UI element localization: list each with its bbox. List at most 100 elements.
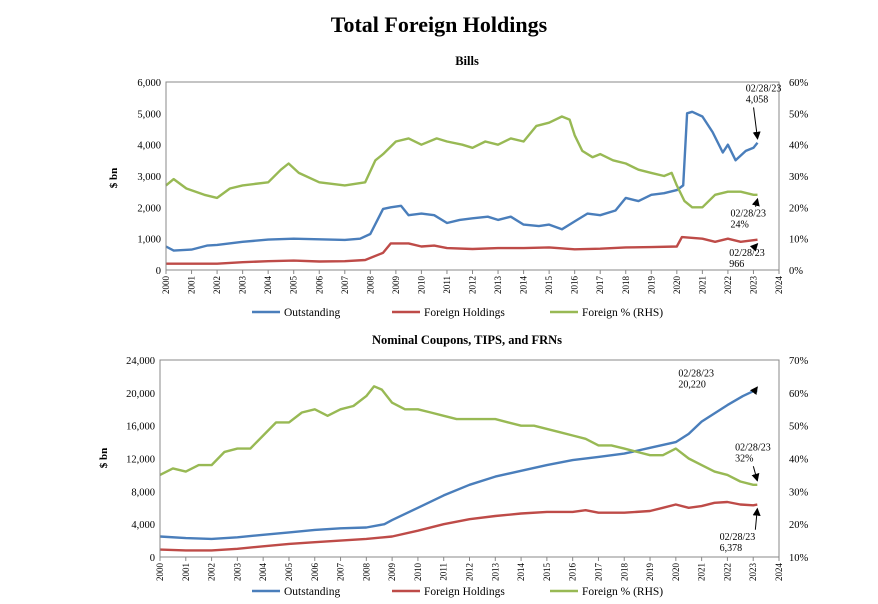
bills-x-tick-label: 2009 <box>391 276 401 295</box>
coupons-x-tick-label: 2007 <box>336 563 346 582</box>
coupons-x-tick-label: 2021 <box>697 563 707 581</box>
bills-legend-label-outstanding: Outstanding <box>284 307 340 319</box>
bills-x-tick-label: 2014 <box>519 276 529 295</box>
coupons-y2-tick-label: 60% <box>789 389 809 400</box>
bills-plot-frame <box>165 81 780 271</box>
bills-y2-tick-label: 0% <box>789 266 803 277</box>
bills-x-tick-label: 2022 <box>723 276 733 294</box>
bills-x-tick-label: 2024 <box>774 276 784 295</box>
coupons-x-tick-label: 2009 <box>387 563 397 582</box>
bills-annotation-arrow <box>749 242 759 252</box>
bills-y2-tick-label: 40% <box>789 141 809 152</box>
coupons-x-tick-label: 2023 <box>748 563 758 582</box>
coupons-x-tick-label: 2015 <box>542 563 552 582</box>
bills-x-tick-label: 2007 <box>340 276 350 295</box>
bills-y2-tick-label: 30% <box>789 172 809 183</box>
coupons-y-tick-label: 8,000 <box>131 487 155 498</box>
bills-legend: Outstanding Foreign Holdings Foreign % (RH… <box>252 307 663 319</box>
coupons-annotation-text: 02/28/23 6,378 <box>720 532 756 554</box>
bills-annotation-text: 02/28/23 4,058 <box>746 83 782 105</box>
coupons-y2-tick-label: 50% <box>789 422 809 433</box>
bills-chart: Bills $ bn 0 1,000 2,000 3,000 4,000 5,000 6,0… <box>108 54 809 319</box>
bills-legend-label-foreign-pct: Foreign % (RHS) <box>582 307 663 319</box>
coupons-x-tick-label: 2019 <box>645 563 655 582</box>
bills-left-axis-ticks: 0 1,000 2,000 3,000 4,000 5,000 6,000 <box>137 78 161 277</box>
coupons-x-tick-label: 2004 <box>258 563 268 582</box>
coupons-y2-tick-label: 10% <box>789 553 809 564</box>
bills-right-axis-ticks: 0% 10% 20% 30% 40% 50% 60% <box>789 78 809 277</box>
bills-x-tick-label: 2004 <box>263 276 273 295</box>
bills-y-tick-label: 6,000 <box>137 78 161 89</box>
bills-x-tick-label: 2015 <box>544 276 554 295</box>
bills-x-tick-label: 2018 <box>621 276 631 295</box>
bills-y-tick-label: 4,000 <box>137 141 161 152</box>
bills-annotation-text: 02/28/23 24% <box>730 209 766 231</box>
bills-series-lines <box>165 110 759 265</box>
coupons-x-tick-label: 2014 <box>516 563 526 582</box>
bills-annotation-arrow <box>752 107 761 140</box>
page-title: Total Foreign Holdings <box>330 12 548 37</box>
coupons-annotation-text: 02/28/23 32% <box>735 442 771 464</box>
coupons-legend-label-outstanding: Outstanding <box>284 586 340 598</box>
bills-y2-tick-label: 10% <box>789 235 809 246</box>
bills-chart-title: Bills <box>455 54 479 68</box>
coupons-y2-tick-label: 70% <box>789 356 809 367</box>
bills-y-tick-label: 2,000 <box>137 203 161 214</box>
coupons-x-tick-label: 2001 <box>181 563 191 581</box>
coupons-y-tick-label: 24,000 <box>126 356 155 367</box>
coupons-chart-title: Nominal Coupons, TIPS, and FRNs <box>372 333 562 347</box>
bills-legend-label-foreign-holdings: Foreign Holdings <box>424 307 505 319</box>
coupons-y2-tick-label: 40% <box>789 455 809 466</box>
bills-x-tick-label: 2003 <box>238 276 248 295</box>
coupons-y-tick-label: 16,000 <box>126 422 155 433</box>
coupons-annotation-text: 02/28/23 20,220 <box>678 368 714 390</box>
coupons-x-tick-label: 2016 <box>568 563 578 582</box>
bills-x-tick-label: 2010 <box>416 276 426 295</box>
bills-annotations: 02/28/23 4,058 02/28/23 24% 02/28/23 966 <box>729 83 782 270</box>
bills-y-tick-label: 3,000 <box>137 172 161 183</box>
coupons-x-tick-label: 2006 <box>310 563 320 582</box>
coupons-chart: Nominal Coupons, TIPS, and FRNs $ bn 0 4,… <box>98 333 809 598</box>
coupons-x-tick-label: 2022 <box>722 563 732 581</box>
bills-y-tick-label: 5,000 <box>137 109 161 120</box>
coupons-y-tick-label: 12,000 <box>126 455 155 466</box>
coupons-outstanding-line <box>159 389 758 541</box>
bills-x-tick-label: 2005 <box>289 276 299 295</box>
bills-y-axis-label: $ bn <box>108 168 120 189</box>
bills-x-tick-label: 2002 <box>212 276 222 294</box>
bills-x-tick-label: 2006 <box>314 276 324 295</box>
coupons-annotations: 02/28/23 20,220 02/28/23 32% 02/28/23 6,378 <box>678 368 770 553</box>
coupons-foreign-holdings-line <box>159 500 758 552</box>
bills-y-tick-label: 1,000 <box>137 235 161 246</box>
coupons-x-axis-ticks: 2000 2001 2002 2003 2004 2005 2006 2007 2008 2009… <box>155 557 784 581</box>
bills-foreign-pct-line <box>165 115 758 209</box>
coupons-x-tick-label: 2010 <box>413 563 423 582</box>
coupons-x-tick-label: 2011 <box>439 563 449 581</box>
coupons-y-axis-label: $ bn <box>98 448 110 469</box>
coupons-right-axis-ticks: 10% 20% 30% 40% 50% 60% 70% <box>789 356 809 564</box>
coupons-y-tick-label: 4,000 <box>131 520 155 531</box>
bills-y2-tick-label: 20% <box>789 203 809 214</box>
coupons-x-tick-label: 2012 <box>465 563 475 581</box>
bills-x-tick-label: 2021 <box>697 276 707 294</box>
bills-annotation-text: 02/28/23 966 <box>729 248 765 270</box>
coupons-x-tick-label: 2005 <box>284 563 294 582</box>
bills-x-tick-label: 2019 <box>646 276 656 295</box>
coupons-x-tick-label: 2008 <box>361 563 371 582</box>
coupons-left-axis-ticks: 0 4,000 8,000 12,000 16,000 20,000 24,000 <box>126 356 155 564</box>
bills-outstanding-line <box>165 110 759 252</box>
bills-x-tick-label: 2020 <box>672 276 682 295</box>
coupons-y2-tick-label: 20% <box>789 520 809 531</box>
bills-x-tick-label: 2017 <box>595 276 605 295</box>
coupons-y2-tick-label: 30% <box>789 487 809 498</box>
coupons-foreign-pct-line <box>159 385 758 486</box>
bills-y2-tick-label: 60% <box>789 78 809 89</box>
coupons-x-tick-label: 2003 <box>232 563 242 582</box>
coupons-annotation-arrow <box>749 386 758 396</box>
coupons-legend-label-foreign-pct: Foreign % (RHS) <box>582 586 663 598</box>
coupons-plot-frame <box>159 359 780 558</box>
bills-x-tick-label: 2023 <box>748 276 758 295</box>
bills-x-tick-label: 2000 <box>161 276 171 295</box>
bills-foreign-holdings-line <box>166 235 758 265</box>
